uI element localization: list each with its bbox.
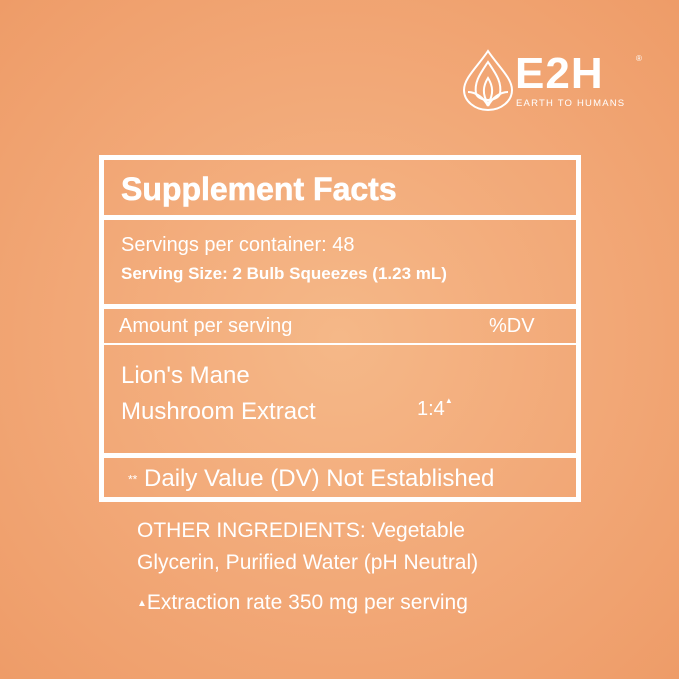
footnote-stars: ** — [128, 472, 138, 487]
serving-info: Servings per container: 48 Serving Size:… — [104, 220, 576, 307]
amount-per-serving-label: Amount per serving — [119, 315, 293, 337]
footnote-text: Daily Value (DV) Not Established — [144, 465, 495, 492]
ingredient-name-line2: Mushroom Extract — [121, 398, 316, 425]
extraction-rate: ▲Extraction rate 350 mg per serving — [137, 591, 468, 615]
drop-leaf-icon — [462, 49, 514, 111]
footnote: ** Daily Value (DV) Not Established — [128, 465, 494, 493]
other-ingredients-line2: Glycerin, Purified Water (pH Neutral) — [137, 551, 479, 574]
other-ingredients-line1: OTHER INGREDIENTS: Vegetable — [137, 519, 465, 542]
ingredient-name-line1: Lion's Mane — [121, 362, 250, 389]
brand-logo: E2H ® EARTH TO HUMANS — [458, 48, 658, 112]
divider — [104, 215, 576, 220]
supplement-facts-panel: Supplement Facts Servings per container:… — [99, 155, 581, 502]
triangle-icon: ▲ — [444, 396, 453, 405]
serving-size: Serving Size: 2 Bulb Squeezes (1.23 mL) — [121, 264, 447, 283]
ingredient-ratio: 1:4▲ — [417, 396, 453, 421]
extraction-rate-text: Extraction rate 350 mg per serving — [146, 591, 468, 614]
divider — [104, 343, 576, 345]
registered-mark: ® — [636, 54, 642, 63]
divider — [104, 453, 576, 458]
brand-name: E2H — [515, 49, 604, 98]
brand-tagline: EARTH TO HUMANS — [516, 98, 626, 109]
servings-per-container: Servings per container: 48 — [121, 234, 355, 256]
dv-label: %DV — [489, 315, 535, 337]
divider — [104, 304, 576, 309]
facts-title: Supplement Facts — [121, 171, 397, 208]
triangle-icon: ▲ — [137, 597, 147, 609]
ratio-value: 1:4 — [417, 398, 445, 420]
